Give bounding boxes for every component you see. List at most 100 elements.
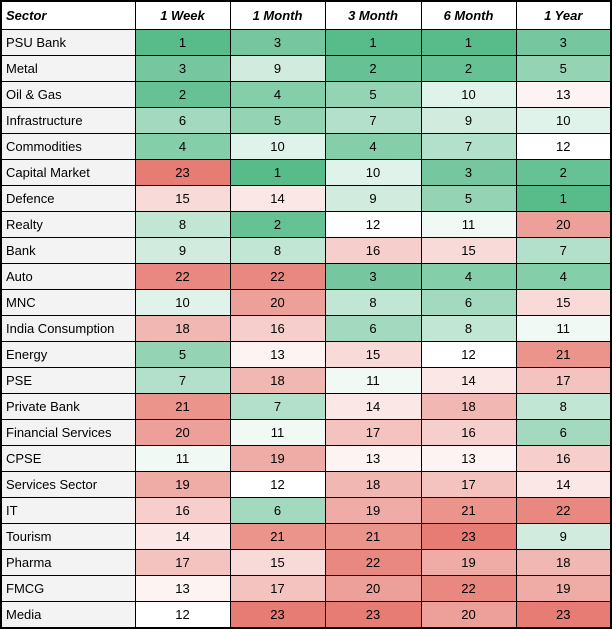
rank-cell: 10 <box>229 133 326 160</box>
table-row: Metal 3 9 2 2 5 <box>0 55 612 82</box>
rank-cell: 4 <box>324 133 422 160</box>
table-row: Tourism 14 21 21 23 9 <box>0 523 612 550</box>
rank-cell: 11 <box>420 211 517 238</box>
rank-cell: 16 <box>229 315 326 342</box>
table-row: Oil & Gas 2 4 5 10 13 <box>0 81 612 108</box>
rank-cell: 18 <box>420 393 517 420</box>
rank-cell: 22 <box>229 263 326 290</box>
rank-cell: 4 <box>229 81 326 108</box>
column-header-6-month: 6 Month <box>420 0 517 30</box>
rank-cell: 15 <box>229 549 326 576</box>
rank-cell: 19 <box>420 549 517 576</box>
rank-cell: 3 <box>420 159 517 186</box>
header-row: Sector 1 Week 1 Month 3 Month 6 Month 1 … <box>0 0 612 30</box>
rank-cell: 16 <box>420 419 517 446</box>
table-row: Pharma 17 15 22 19 18 <box>0 549 612 576</box>
table-row: Private Bank 21 7 14 18 8 <box>0 393 612 420</box>
table-row: Services Sector 19 12 18 17 14 <box>0 471 612 498</box>
rank-cell: 13 <box>324 445 422 472</box>
sector-name-cell: CPSE <box>0 445 136 472</box>
rank-cell: 7 <box>324 107 422 134</box>
rank-cell: 4 <box>134 133 231 160</box>
sector-name-cell: Oil & Gas <box>0 81 136 108</box>
rank-cell: 14 <box>515 471 612 498</box>
rank-cell: 7 <box>515 237 612 264</box>
sector-name-cell: Services Sector <box>0 471 136 498</box>
rank-cell: 1 <box>515 185 612 212</box>
rank-cell: 14 <box>324 393 422 420</box>
rank-cell: 15 <box>420 237 517 264</box>
rank-cell: 3 <box>324 263 422 290</box>
sector-name-cell: IT <box>0 497 136 524</box>
sector-name-cell: Bank <box>0 237 136 264</box>
rank-cell: 1 <box>229 159 326 186</box>
sector-name-cell: PSE <box>0 367 136 394</box>
column-header-1-week: 1 Week <box>134 0 231 30</box>
table-row: CPSE 11 19 13 13 16 <box>0 445 612 472</box>
rank-cell: 11 <box>229 419 326 446</box>
rank-cell: 13 <box>134 575 231 602</box>
rank-cell: 4 <box>515 263 612 290</box>
rank-cell: 12 <box>324 211 422 238</box>
sector-name-cell: Media <box>0 601 136 629</box>
rank-cell: 5 <box>134 341 231 368</box>
rank-cell: 20 <box>229 289 326 316</box>
rank-cell: 3 <box>134 55 231 82</box>
sector-name-cell: Auto <box>0 263 136 290</box>
rank-cell: 8 <box>324 289 422 316</box>
table-row: PSU Bank 1 3 1 1 3 <box>0 29 612 56</box>
rank-cell: 18 <box>324 471 422 498</box>
table-row: PSE 7 18 11 14 17 <box>0 367 612 394</box>
rank-cell: 15 <box>515 289 612 316</box>
table-row: Financial Services 20 11 17 16 6 <box>0 419 612 446</box>
table-row: Defence 15 14 9 5 1 <box>0 185 612 212</box>
rank-cell: 22 <box>420 575 517 602</box>
sector-name-cell: FMCG <box>0 575 136 602</box>
table-row: Commodities 4 10 4 7 12 <box>0 133 612 160</box>
rank-cell: 10 <box>515 107 612 134</box>
rank-cell: 21 <box>420 497 517 524</box>
rank-cell: 12 <box>420 341 517 368</box>
rank-cell: 21 <box>324 523 422 550</box>
rank-cell: 23 <box>324 601 422 629</box>
rank-cell: 18 <box>515 549 612 576</box>
sector-name-cell: Tourism <box>0 523 136 550</box>
table-row: Bank 9 8 16 15 7 <box>0 237 612 264</box>
column-header-3-month: 3 Month <box>324 0 422 30</box>
rank-cell: 9 <box>515 523 612 550</box>
rank-cell: 21 <box>229 523 326 550</box>
rank-cell: 14 <box>229 185 326 212</box>
rank-cell: 6 <box>324 315 422 342</box>
rank-cell: 16 <box>324 237 422 264</box>
rank-cell: 21 <box>515 341 612 368</box>
rank-cell: 9 <box>324 185 422 212</box>
sector-name-cell: Metal <box>0 55 136 82</box>
rank-cell: 8 <box>420 315 517 342</box>
rank-cell: 3 <box>229 29 326 56</box>
rank-cell: 21 <box>134 393 231 420</box>
rank-cell: 19 <box>324 497 422 524</box>
rank-cell: 18 <box>134 315 231 342</box>
rank-cell: 1 <box>134 29 231 56</box>
rank-cell: 2 <box>515 159 612 186</box>
rank-cell: 20 <box>420 601 517 629</box>
rank-cell: 14 <box>420 367 517 394</box>
rank-cell: 23 <box>420 523 517 550</box>
table-row: Infrastructure 6 5 7 9 10 <box>0 107 612 134</box>
rank-cell: 10 <box>324 159 422 186</box>
rank-cell: 15 <box>134 185 231 212</box>
rank-cell: 2 <box>324 55 422 82</box>
rank-cell: 8 <box>515 393 612 420</box>
sector-name-cell: Financial Services <box>0 419 136 446</box>
rank-cell: 5 <box>324 81 422 108</box>
rank-cell: 23 <box>229 601 326 629</box>
rank-cell: 12 <box>515 133 612 160</box>
rank-cell: 10 <box>134 289 231 316</box>
rank-cell: 16 <box>515 445 612 472</box>
table-row: Media 12 23 23 20 23 <box>0 601 612 629</box>
rank-cell: 22 <box>515 497 612 524</box>
column-header-sector: Sector <box>0 0 136 30</box>
table-row: Realty 8 2 12 11 20 <box>0 211 612 238</box>
rank-cell: 7 <box>229 393 326 420</box>
